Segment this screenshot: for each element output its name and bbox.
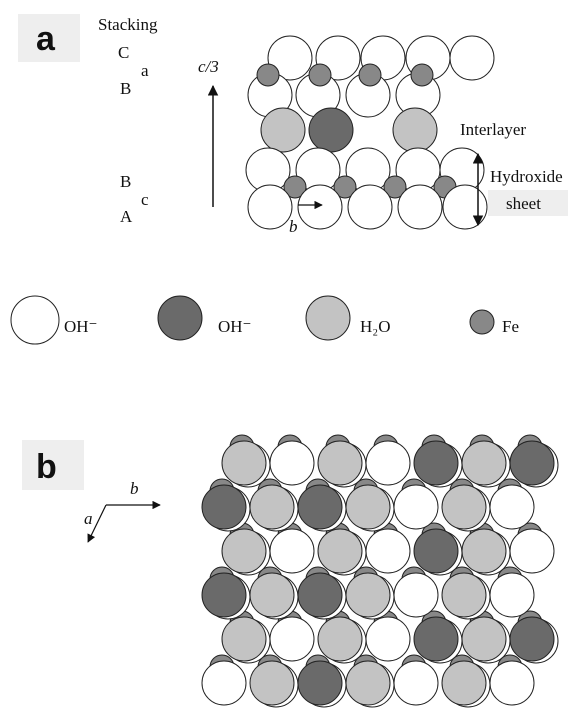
atom <box>222 617 266 661</box>
atom <box>414 617 458 661</box>
atom <box>359 64 381 86</box>
atom <box>298 573 342 617</box>
atom <box>411 64 433 86</box>
legend-swatch <box>11 296 59 344</box>
atom <box>250 573 294 617</box>
atom <box>394 485 438 529</box>
sheet-label: sheet <box>506 194 541 213</box>
atom <box>366 617 410 661</box>
atom <box>250 485 294 529</box>
atom <box>346 573 390 617</box>
atom <box>462 617 506 661</box>
stacking-letter: B <box>120 172 131 191</box>
hydroxide-label: Hydroxide <box>490 167 563 186</box>
atom <box>394 573 438 617</box>
atom <box>442 485 486 529</box>
panel-label: b <box>36 448 57 486</box>
atom <box>318 617 362 661</box>
atom <box>398 185 442 229</box>
atom <box>394 661 438 705</box>
atom <box>270 529 314 573</box>
atom <box>510 441 554 485</box>
atom <box>442 661 486 705</box>
legend-label: OH⁻ <box>218 317 252 336</box>
atom <box>348 185 392 229</box>
axis-label: b <box>289 217 298 236</box>
atom <box>510 529 554 573</box>
stacking-title: Stacking <box>98 15 158 34</box>
stacking-letter: C <box>118 43 129 62</box>
atom <box>250 661 294 705</box>
atom <box>270 441 314 485</box>
atom <box>490 485 534 529</box>
atom <box>309 64 331 86</box>
atom <box>443 185 487 229</box>
atom <box>202 661 246 705</box>
atom <box>414 529 458 573</box>
atom <box>442 573 486 617</box>
atom <box>490 661 534 705</box>
axis-label: c/3 <box>198 57 219 76</box>
stacking-letter: c <box>141 190 149 209</box>
legend-label: H₂O <box>360 317 390 336</box>
atom <box>393 108 437 152</box>
atom <box>346 661 390 705</box>
atom <box>298 661 342 705</box>
atom <box>318 529 362 573</box>
atom <box>222 441 266 485</box>
atom <box>202 573 246 617</box>
interlayer-label: Interlayer <box>460 120 526 139</box>
atom <box>202 485 246 529</box>
atom <box>261 108 305 152</box>
atom <box>366 441 410 485</box>
stacking-letter: a <box>141 61 149 80</box>
panel-label: a <box>36 20 56 58</box>
figure: a Stacking C a B B c A c/3 b Interlayer … <box>0 0 585 712</box>
stacking-letter: A <box>120 207 133 226</box>
atom <box>450 36 494 80</box>
atom <box>346 485 390 529</box>
atom <box>298 485 342 529</box>
atom <box>257 64 279 86</box>
atom <box>414 441 458 485</box>
structure-b <box>202 435 558 707</box>
legend-label: Fe <box>502 317 519 336</box>
atom <box>298 185 342 229</box>
atom <box>510 617 554 661</box>
legend-swatch <box>158 296 202 340</box>
atom <box>318 441 362 485</box>
stacking-letter: B <box>120 79 131 98</box>
atom <box>270 617 314 661</box>
legend-swatch <box>306 296 350 340</box>
atom <box>248 185 292 229</box>
structure-a <box>246 36 494 229</box>
axis-label: a <box>84 509 93 528</box>
axis-label: b <box>130 479 139 498</box>
atom <box>490 573 534 617</box>
legend-label: OH⁻ <box>64 317 98 336</box>
atom <box>309 108 353 152</box>
atom <box>462 441 506 485</box>
atom <box>366 529 410 573</box>
legend-swatch <box>470 310 494 334</box>
atom <box>462 529 506 573</box>
atom <box>222 529 266 573</box>
